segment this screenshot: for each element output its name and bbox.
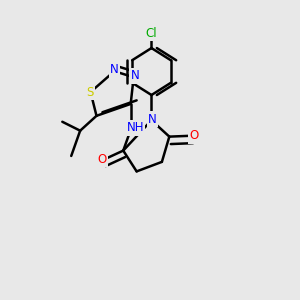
Text: NH: NH (126, 121, 144, 134)
Text: N: N (110, 63, 119, 76)
Text: O: O (189, 129, 199, 142)
Text: N: N (148, 112, 157, 126)
Text: S: S (86, 85, 94, 98)
Text: Cl: Cl (146, 27, 157, 40)
Text: O: O (98, 153, 107, 166)
Text: N: N (131, 69, 140, 82)
